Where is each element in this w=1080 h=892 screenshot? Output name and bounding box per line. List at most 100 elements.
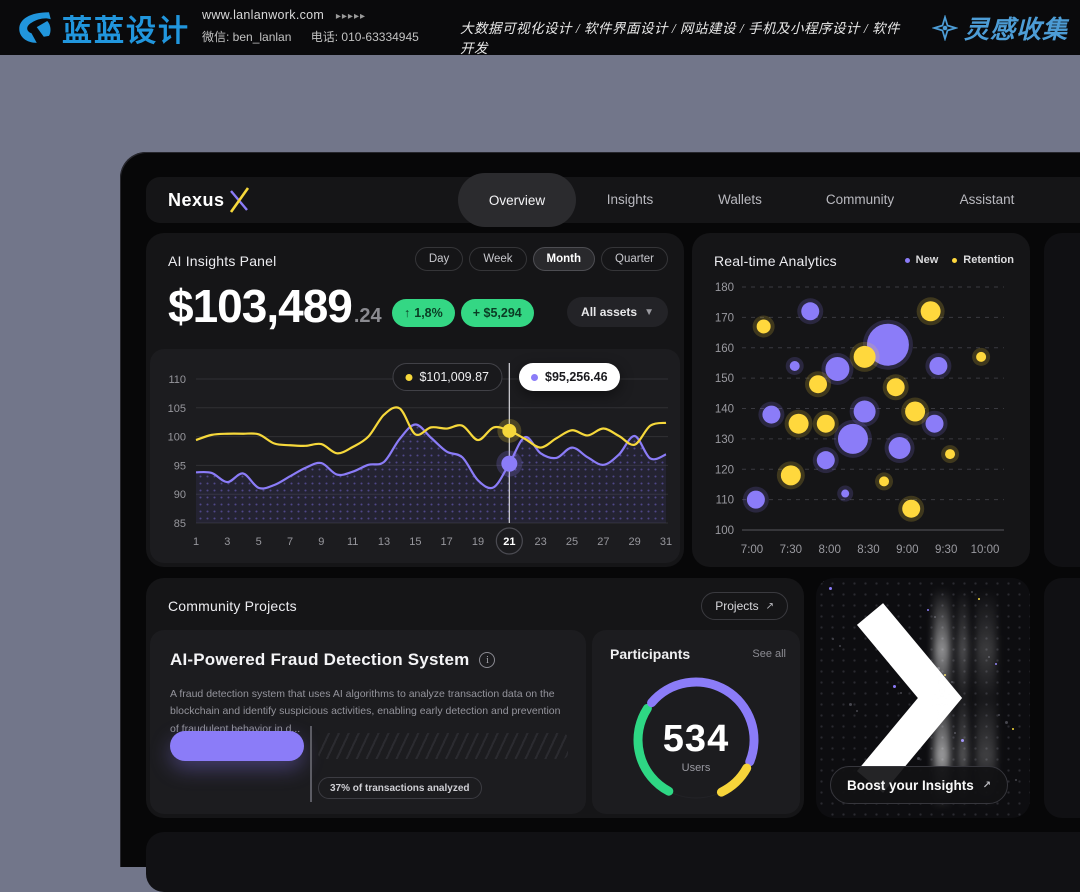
progress-bar-remaining [318, 733, 568, 759]
tab-overview[interactable]: Overview [458, 173, 576, 227]
decor-dot [822, 580, 824, 582]
decor-dot [971, 591, 973, 593]
tooltip-new-value: $95,256.46 [545, 370, 608, 384]
yellow-dot-icon [405, 373, 413, 381]
decor-dot [998, 714, 1000, 716]
decor-dot [1015, 779, 1017, 781]
portfolio-value: $103,489 .24 [168, 279, 382, 333]
svg-text:31: 31 [660, 536, 672, 548]
phone-label: 电话: 010-63334945 [310, 30, 419, 44]
svg-text:180: 180 [715, 282, 734, 294]
inspiration-collect[interactable]: 灵感收集 [931, 10, 1068, 46]
decor-dot [900, 692, 902, 694]
panel-title: AI Insights Panel [168, 253, 277, 269]
see-all-link[interactable]: See all [752, 648, 786, 660]
svg-text:1: 1 [193, 536, 199, 548]
svg-text:17: 17 [441, 536, 453, 548]
nexus-x-icon [229, 187, 249, 213]
projects-button[interactable]: Projects ↗ [701, 592, 788, 620]
legend-retention[interactable]: Retention [952, 254, 1014, 266]
nexus-logo[interactable]: Nexus [168, 177, 251, 223]
arrow-up-right-icon: ↗ [982, 779, 992, 791]
contact-block: www.lanlanwork.com ▸▸▸▸▸ 微信: ben_lanlan … [202, 8, 435, 45]
range-day[interactable]: Day [414, 247, 464, 271]
line-chart-card: 85 90 95 100 105 110 1 3 5 7 9 11 13 15 17 19 21 23 25 27 29… [150, 349, 680, 563]
svg-text:100: 100 [715, 525, 734, 537]
decor-dot [951, 681, 953, 683]
main-navbar: Nexus Overview Insights Wallets Community As… [146, 173, 1080, 227]
boost-button[interactable]: Boost your Insights ↗ [830, 766, 1009, 804]
tab-assistant[interactable]: Assistant [959, 192, 1015, 207]
svg-text:8:00: 8:00 [818, 544, 840, 556]
svg-text:170: 170 [715, 312, 734, 324]
change-badges: ↑ 1,8% + $5,294 [392, 299, 534, 327]
svg-text:120: 120 [715, 464, 734, 476]
dashboard-window: Nexus Overview Insights Wallets Community As… [120, 152, 1080, 892]
change-abs-badge: + $5,294 [460, 299, 534, 327]
decor-dot [849, 703, 852, 706]
ai-insights-panel: AI Insights Panel Day Week Month Quarter $1… [146, 233, 684, 567]
svg-text:11: 11 [347, 536, 358, 548]
svg-text:21: 21 [503, 536, 515, 548]
range-week[interactable]: Week [469, 247, 527, 271]
svg-text:150: 150 [715, 373, 734, 385]
svg-text:13: 13 [378, 536, 390, 548]
decor-dot [978, 598, 980, 600]
tab-insights[interactable]: Insights [606, 192, 654, 207]
svg-text:9:30: 9:30 [935, 544, 957, 556]
tab-community[interactable]: Community [825, 192, 895, 207]
purple-dot-icon [531, 373, 538, 381]
tooltip-new: $95,256.46 [519, 363, 620, 391]
boost-button-label: Boost your Insights [847, 777, 974, 793]
decor-dot [832, 638, 834, 640]
partial-card-right-top [1044, 233, 1080, 567]
gauge-arcs [633, 677, 759, 799]
arrows-decoration: ▸▸▸▸▸ [335, 11, 366, 22]
svg-text:9: 9 [318, 536, 324, 548]
svg-text:19: 19 [472, 536, 484, 548]
fraud-detection-card: AI-Powered Fraud Detection System i A fr… [150, 630, 586, 814]
collect-text: 灵感收集 [963, 17, 1068, 44]
svg-text:105: 105 [168, 403, 186, 415]
panel-title: Community Projects [168, 598, 297, 614]
change-pct-value: 1,8% [414, 306, 443, 320]
decor-dot [829, 587, 832, 590]
decor-dot [839, 645, 841, 647]
assets-dropdown-value: All assets [581, 305, 638, 319]
svg-text:7:30: 7:30 [780, 544, 802, 556]
svg-text:7:00: 7:00 [741, 544, 763, 556]
tab-wallets[interactable]: Wallets [718, 192, 762, 207]
partial-card-right-bottom [1044, 578, 1080, 818]
range-month[interactable]: Month [532, 247, 595, 271]
participants-unit: Users [681, 762, 711, 774]
value-main: $103,489 [168, 280, 353, 332]
value-decimal: .24 [353, 305, 382, 327]
project-title: AI-Powered Fraud Detection System [170, 650, 470, 669]
progress-bar-filled [170, 731, 304, 761]
decor-dot [1005, 721, 1008, 724]
lanlan-logo-icon [19, 12, 51, 43]
arrow-up-right-icon: ↗ [765, 600, 774, 612]
range-toggle: Day Week Month Quarter [414, 247, 668, 271]
svg-text:10:00: 10:00 [971, 544, 1000, 556]
svg-text:160: 160 [715, 343, 734, 355]
decor-dot [961, 739, 964, 742]
participants-count: 534 [662, 718, 730, 760]
range-quarter[interactable]: Quarter [601, 247, 668, 271]
blur-streak [934, 578, 950, 818]
assets-dropdown[interactable]: All assets ▼ [567, 297, 668, 327]
legend-new[interactable]: New [904, 254, 938, 266]
boost-insights-card[interactable]: Boost your Insights ↗ [816, 578, 1030, 818]
decor-dot [988, 656, 990, 658]
svg-text:9:00: 9:00 [896, 544, 918, 556]
change-abs-value: + $5,294 [472, 306, 522, 320]
website-link[interactable]: www.lanlanwork.com [202, 8, 325, 22]
svg-text:25: 25 [566, 536, 578, 548]
promo-banner: 蓝蓝设计 www.lanlanwork.com ▸▸▸▸▸ 微信: ben_la… [0, 0, 1080, 56]
bubble-chart[interactable]: 100 110 120 130 140 150 160 170 180 7:00 7:30 8:00 8… [692, 277, 1030, 565]
services-text: 大数据可视化设计 / 软件界面设计 / 网站建设 / 手机及小程序设计 / 软件… [460, 21, 901, 56]
info-icon[interactable]: i [479, 652, 496, 668]
svg-text:8:30: 8:30 [857, 544, 879, 556]
decor-dot [893, 685, 896, 688]
